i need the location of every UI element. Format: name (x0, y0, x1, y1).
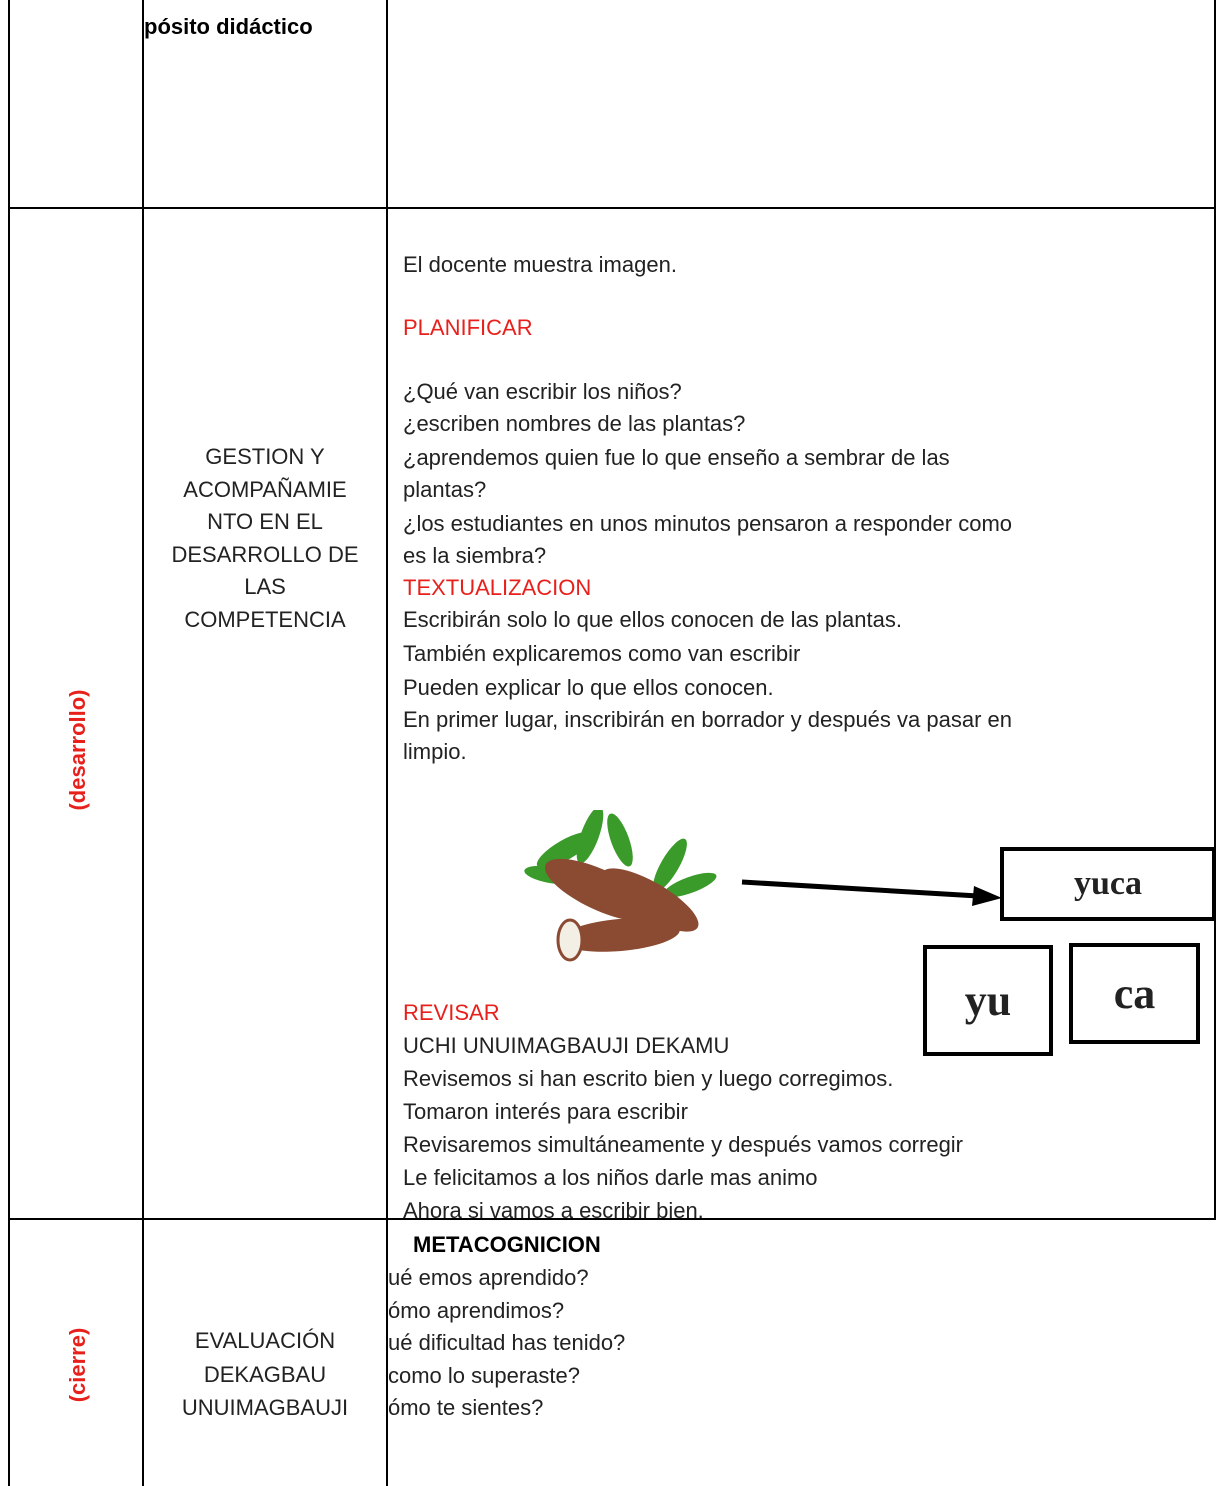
text-line: plantas? (403, 477, 487, 502)
text-line: PLANIFICAR (403, 315, 533, 340)
text-line: REVISAR (403, 1000, 500, 1025)
text-line: UCHI UNUIMAGBAUJI DEKAMU (403, 1033, 730, 1058)
phase-label: (cierre) (65, 1327, 90, 1403)
text-line: ¿los estudiantes en unos minutos pensaro… (403, 511, 1013, 536)
text-line: NTO EN EL (207, 509, 323, 535)
border (8, 207, 1216, 209)
text-line: En primer lugar, inscribirán en borrador… (403, 707, 1012, 732)
text-line: Revisaremos simultáneamente y después va… (403, 1132, 964, 1157)
border (142, 0, 144, 1486)
text-line: Le felicitamos a los niños darle mas ani… (403, 1165, 818, 1190)
border (1214, 0, 1216, 1218)
text-line: ¿aprendemos quien fue lo que enseño a se… (403, 445, 950, 470)
syllable-box: ca (1069, 943, 1200, 1044)
text-line: METACOGNICION (413, 1232, 601, 1257)
text-line: ¿Qué van escribir los niños? (403, 379, 682, 404)
text-line: Ahora si vamos a escribir bien. (403, 1198, 704, 1223)
text-line: ACOMPAÑAMIE (183, 476, 347, 502)
yuca-image (524, 810, 717, 962)
syllable: ca (1113, 969, 1156, 1018)
text-line: Tomaron interés para escribir (403, 1099, 688, 1124)
text-line: ¿escriben nombres de las plantas? (403, 411, 746, 436)
text-line: limpio. (403, 739, 467, 764)
text-line: ué dificultad has tenido? (388, 1330, 626, 1356)
word-box: yuca (1000, 847, 1216, 921)
phase-label: (desarrollo) (65, 689, 90, 811)
border (386, 0, 388, 1486)
syllable-box: yu (923, 945, 1053, 1056)
text-line: TEXTUALIZACION (403, 575, 592, 600)
text-line: es la siembra? (403, 543, 547, 568)
text-line: ómo te sientes? (388, 1395, 544, 1421)
text-line: EVALUACIÓN (194, 1328, 336, 1353)
word: yuca (1074, 865, 1142, 902)
content-cell: METACOGNICION ué emos aprendido? ómo apren… (388, 0, 1216, 1486)
text-line: DESARROLLO DE (171, 541, 359, 567)
text-line: como lo superaste? (388, 1362, 580, 1388)
text-line: Pueden explicar lo que ellos conocen. (403, 675, 774, 700)
text-line: ómo aprendimos? (388, 1297, 565, 1323)
text-line: LAS (244, 574, 286, 600)
text-line: COMPETENCIA (184, 607, 346, 632)
text-line: Revisemos si han escrito bien y luego co… (403, 1066, 894, 1091)
text-line: UNUIMAGBAUJI (181, 1395, 349, 1420)
text-line: ué emos aprendido? (388, 1265, 589, 1290)
border (8, 0, 10, 1486)
text-line: El docente muestra imagen. (403, 252, 677, 277)
cell-text: pósito didáctico (144, 14, 313, 39)
border (8, 1218, 1216, 1220)
text-line: También explicaremos como van escribir (403, 641, 801, 666)
text-line: Escribirán solo lo que ellos conocen de … (403, 607, 902, 632)
text-line: GESTION Y (205, 444, 325, 469)
arrow (741, 879, 1002, 906)
text-line: DEKAGBAU (203, 1361, 327, 1387)
syllable: yu (964, 976, 1012, 1025)
